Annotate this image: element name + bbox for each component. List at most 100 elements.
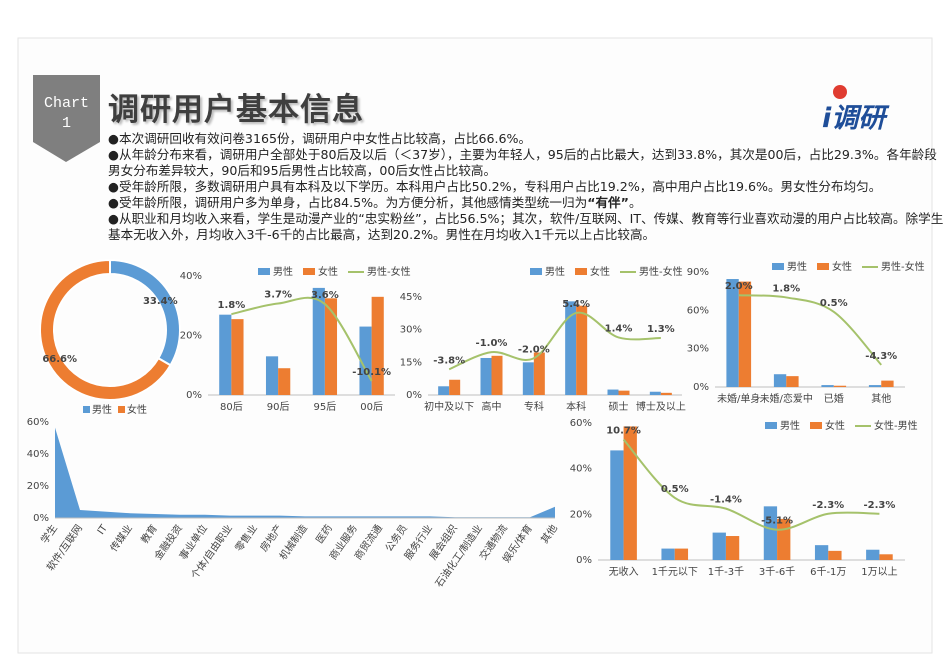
bar [449,379,461,395]
legend-swatch [530,268,542,275]
data-label: -1.0% [476,338,508,349]
y-tick-label: 40% [570,464,592,475]
legend-swatch [258,268,270,275]
x-tick-label: 80后 [220,401,243,413]
legend-swatch [765,422,777,429]
x-tick-label: 高中 [482,400,502,413]
x-tick-label: 博士及以上 [636,400,686,413]
bar [610,450,624,560]
bullet: ●本次调研回收有效问卷3165份，调研用户中女性占比较高，占比66.6%。 [108,131,944,147]
data-label: -5.1% [761,516,793,527]
data-label: 1.8% [218,300,246,311]
data-label: 5.4% [562,299,590,310]
y-tick-label: 20% [180,331,202,342]
bar [866,549,880,560]
data-label: 0.5% [820,298,848,309]
legend-label: 男性-女性 [639,265,683,278]
bar [763,506,778,560]
x-tick-label: 1千元以下 [652,566,698,578]
legend-label: 女性 [318,265,338,278]
badge: Chart 1 [33,94,100,134]
bullet: ●从年龄分布来看，调研用户全部处于80后及以后（＜37岁），主要为年轻人，95后… [108,147,944,179]
data-label: 66.6% [42,354,77,365]
bar [618,390,630,395]
y-tick-label: 0% [576,555,592,566]
x-tick-label: 专科 [524,400,544,413]
logo-eye [833,85,847,99]
data-label: 10.7% [606,426,641,437]
legend-swatch [772,263,784,270]
legend-swatch [810,422,822,429]
y-tick-label: 40% [27,449,49,460]
x-tick-label: 未婚/恋爱中 [760,392,813,405]
data-label: -2.3% [863,500,895,511]
bullet: ●受年龄所限，调研用户多为单身，占比84.5%。为方便分析，其他感情类型统一归为… [108,195,944,211]
x-tick-label: 6千-1万 [810,566,846,578]
bullet-text: ●从年龄分布来看，调研用户全部处于80后及以后（＜37岁），主要为年轻人，95后… [108,147,937,178]
bar [660,392,672,395]
bar [712,532,726,560]
legend-label: 男性 [780,419,800,432]
line [231,296,373,382]
bar [881,380,894,387]
legend-label: 女性 [127,403,147,416]
data-label: -10.1% [352,367,391,378]
legend-label: 男性 [92,403,112,416]
legend-label: 男性-女性 [881,260,925,273]
bar [738,281,752,387]
y-tick-label: 60% [570,418,592,429]
y-tick-label: 20% [570,509,592,520]
bullet: ●从职业和月均收入来看，学生是动漫产业的“忠实粉丝”，占比56.5%；其次，软件… [108,211,944,243]
bar [814,545,829,560]
data-label: -3.8% [433,355,465,366]
page-title: 调研用户基本信息 [108,92,364,128]
bar [828,550,842,560]
bar [278,368,291,395]
legend-label: 女性-男性 [874,419,918,432]
x-tick-label: 3千-6千 [759,566,795,578]
bar [219,314,232,395]
data-label: 0.5% [661,484,689,495]
bullet-text: ●受年龄所限，多数调研用户具有本科及以下学历。本科用户占比50.2%，专科用户占… [108,179,882,194]
legend-swatch [575,268,587,275]
y-tick-label: 90% [687,267,709,278]
bar [674,548,689,560]
bar [371,296,384,395]
y-tick-label: 0% [33,513,49,524]
bar [265,356,279,395]
bar [565,301,577,395]
y-tick-label: 30% [687,344,709,355]
bar [868,385,882,387]
bar [726,279,739,387]
bar [480,357,492,395]
x-tick-label: 未婚/单身 [717,392,760,405]
bar [438,386,450,395]
bar [359,326,372,395]
bar [533,352,545,395]
x-tick-label: 本科 [566,400,586,413]
x-tick-label: 1千-3千 [708,566,744,578]
bar [491,355,503,395]
bar [773,374,787,387]
bullet-text: ●从职业和月均收入来看，学生是动漫产业的“忠实粉丝”，占比56.5%；其次，软件… [108,211,944,242]
line [622,438,880,531]
bar [522,362,534,395]
data-label: 1.3% [647,324,675,335]
y-tick-label: 45% [400,292,422,303]
bar [623,426,637,560]
x-tick-label: 已婚 [824,392,844,405]
line [738,294,882,366]
bar [324,298,338,395]
data-label: 33.4% [143,296,178,307]
data-label: 1.8% [772,283,800,294]
y-tick-label: 0% [186,390,202,401]
data-label: -4.3% [865,351,897,362]
legend-label: 女性 [825,419,845,432]
legend-label: 男性-女性 [367,265,411,278]
badge-number: 1 [61,115,71,132]
bar [607,389,619,395]
x-tick-label: 无收入 [609,565,639,578]
x-tick-label: 1万以上 [861,566,897,578]
